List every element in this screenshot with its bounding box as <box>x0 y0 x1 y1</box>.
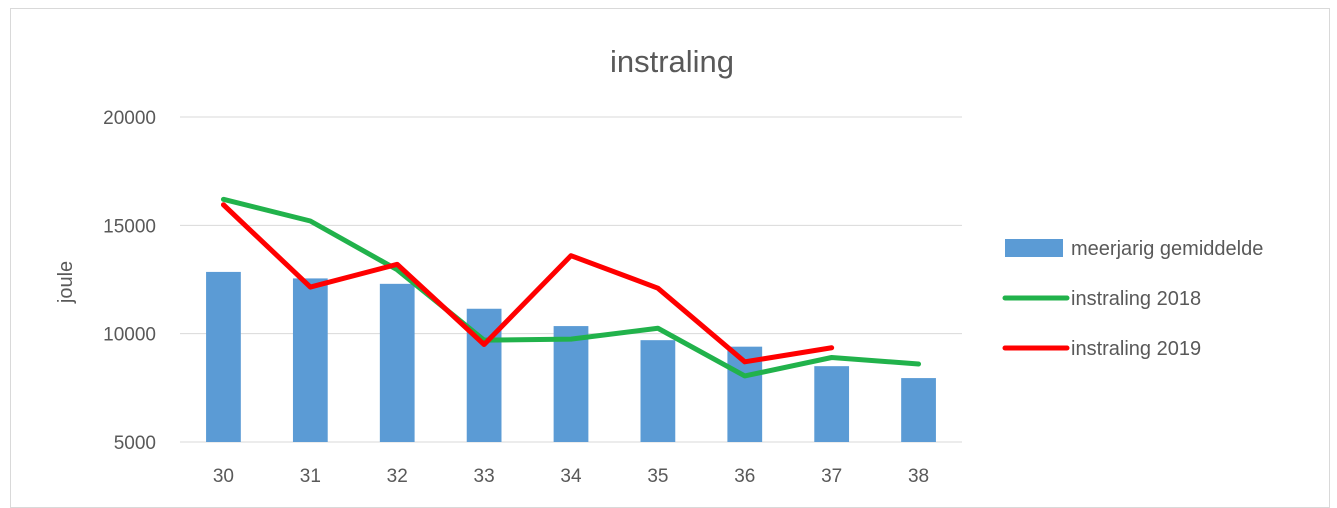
x-tick-label: 38 <box>908 466 929 487</box>
bar-31 <box>292 278 328 442</box>
bar-35 <box>640 340 676 442</box>
legend: meerjarig gemiddelde instraling 2018 instr… <box>1002 238 1263 360</box>
chart-title: instraling <box>610 44 734 79</box>
y-tick-labels: 5000 10000 15000 20000 <box>103 108 156 454</box>
legend-label: meerjarig gemiddelde <box>1071 238 1263 260</box>
x-tick-label: 30 <box>213 466 234 487</box>
x-tick-label: 36 <box>734 466 755 487</box>
x-tick-labels: 30 31 32 33 34 35 36 37 38 <box>213 466 929 487</box>
bar-30 <box>206 271 241 442</box>
bar-37 <box>814 366 850 442</box>
y-axis-title: joule <box>55 261 77 304</box>
y-tick-label: 20000 <box>103 108 156 129</box>
bar-32 <box>379 283 415 442</box>
x-tick-label: 37 <box>821 466 842 487</box>
bar-38 <box>901 378 936 442</box>
x-tick-label: 31 <box>300 466 321 487</box>
x-tick-label: 33 <box>474 466 495 487</box>
line-series <box>220 196 922 379</box>
bar-34 <box>553 326 589 442</box>
x-tick-label: 32 <box>387 466 408 487</box>
y-tick-label: 5000 <box>114 433 156 454</box>
x-tick-label: 34 <box>560 466 582 487</box>
x-tick-label: 35 <box>647 466 668 487</box>
legend-swatch-bar <box>1005 239 1063 257</box>
legend-label: instraling 2018 <box>1071 288 1201 310</box>
y-tick-label: 15000 <box>103 216 156 237</box>
legend-label: instraling 2019 <box>1071 338 1201 360</box>
line-series-1 <box>220 196 922 379</box>
line-series-2 <box>220 202 835 365</box>
y-tick-label: 10000 <box>103 325 156 346</box>
